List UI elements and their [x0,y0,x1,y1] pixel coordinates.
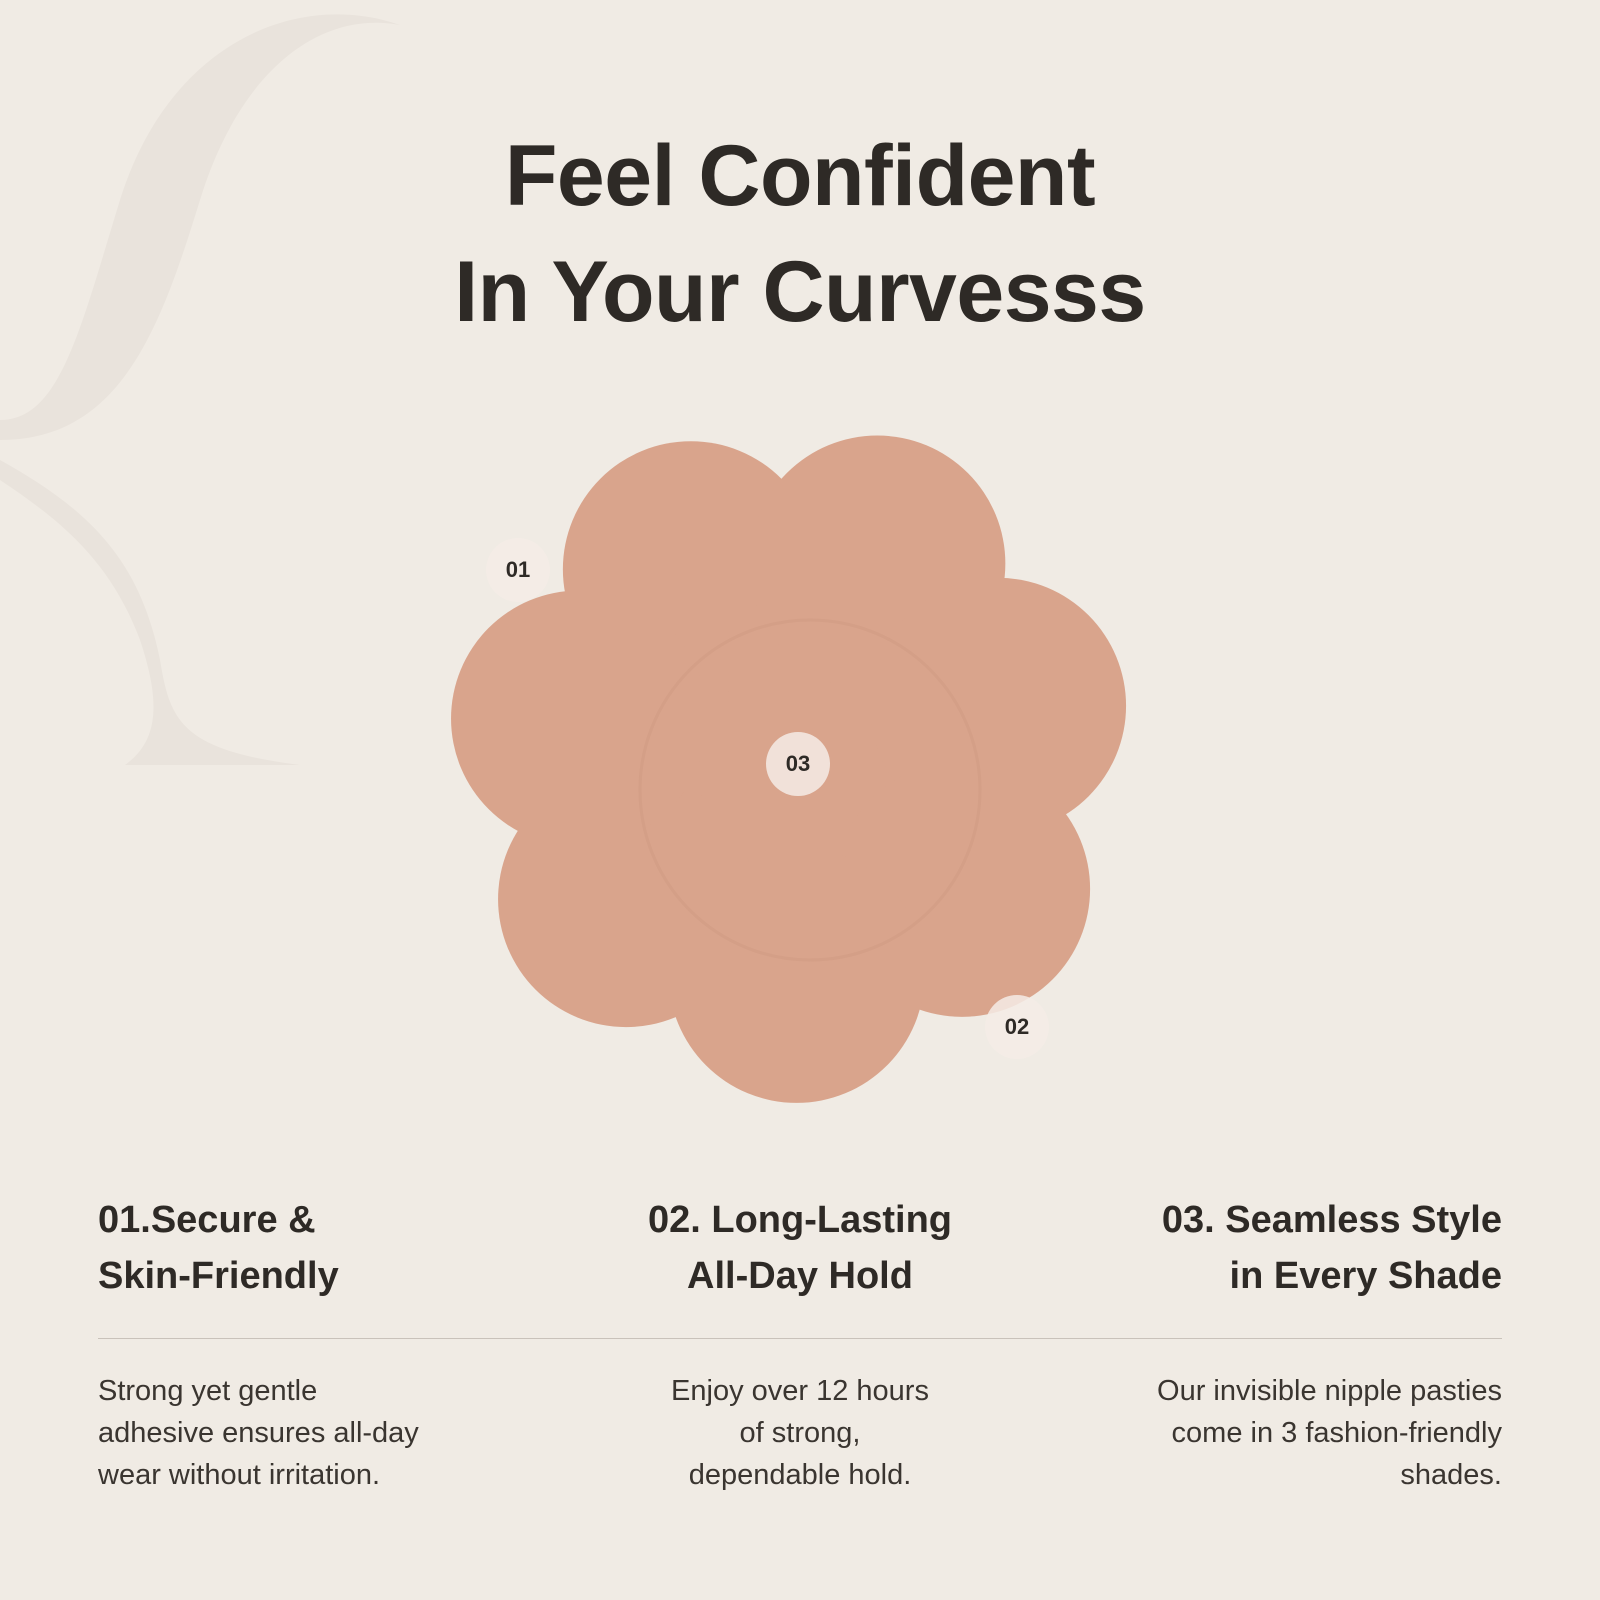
feature-1-title: 01.Secure & Skin-Friendly [98,1199,339,1297]
feature-3-description: Our invisible nipple pasties come in 3 fa… [1157,1375,1502,1491]
feature-2-title: 02. Long-Lasting All-Day Hold [648,1199,952,1297]
feature-1-description: Strong yet gentle adhesive ensures all-da… [98,1375,419,1491]
flower-petal [451,590,708,847]
marker-01: 01 [486,538,550,602]
flower-inner-contour [638,618,982,962]
product-flower-pasty [451,435,1127,1103]
page-title: Feel Confident In Your Curvesss [454,128,1146,340]
feature-3-title: 03. Seamless Style in Every Shade [1161,1199,1502,1297]
feature-2-description: Enjoy over 12 hours of strong, dependable … [671,1375,929,1491]
decorative-letter-watermark [0,14,400,765]
marker-03: 03 [766,732,830,796]
marker-02: 02 [985,995,1049,1059]
divider [98,1338,1502,1339]
